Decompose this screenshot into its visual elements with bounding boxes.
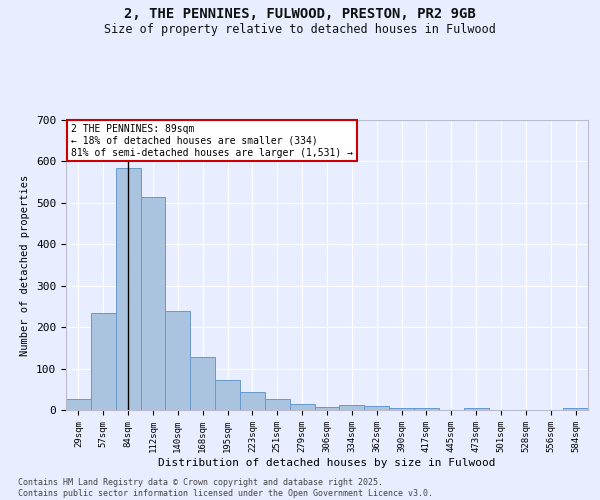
Bar (166, 310, 190, 410)
Bar (190, 358, 215, 410)
Bar (116, 168, 140, 410)
Bar (464, 408, 488, 410)
Text: Size of property relative to detached houses in Fulwood: Size of property relative to detached ho… (104, 22, 496, 36)
Y-axis label: Number of detached properties: Number of detached properties (20, 174, 31, 356)
Bar (414, 408, 439, 410)
Bar (290, 404, 314, 410)
Bar (563, 408, 588, 410)
Bar (66, 399, 91, 410)
Bar (364, 406, 389, 410)
Bar (91, 313, 116, 410)
Bar (265, 399, 290, 410)
Text: 2 THE PENNINES: 89sqm
← 18% of detached houses are smaller (334)
81% of semi-det: 2 THE PENNINES: 89sqm ← 18% of detached … (71, 124, 353, 158)
X-axis label: Distribution of detached houses by size in Fulwood: Distribution of detached houses by size … (158, 458, 496, 468)
Bar (140, 196, 166, 410)
Text: Contains HM Land Registry data © Crown copyright and database right 2025.
Contai: Contains HM Land Registry data © Crown c… (18, 478, 433, 498)
Bar (240, 392, 265, 410)
Text: 2, THE PENNINES, FULWOOD, PRESTON, PR2 9GB: 2, THE PENNINES, FULWOOD, PRESTON, PR2 9… (124, 8, 476, 22)
Bar (314, 406, 340, 410)
Bar (215, 380, 240, 410)
Bar (389, 408, 414, 410)
Bar (340, 406, 364, 410)
